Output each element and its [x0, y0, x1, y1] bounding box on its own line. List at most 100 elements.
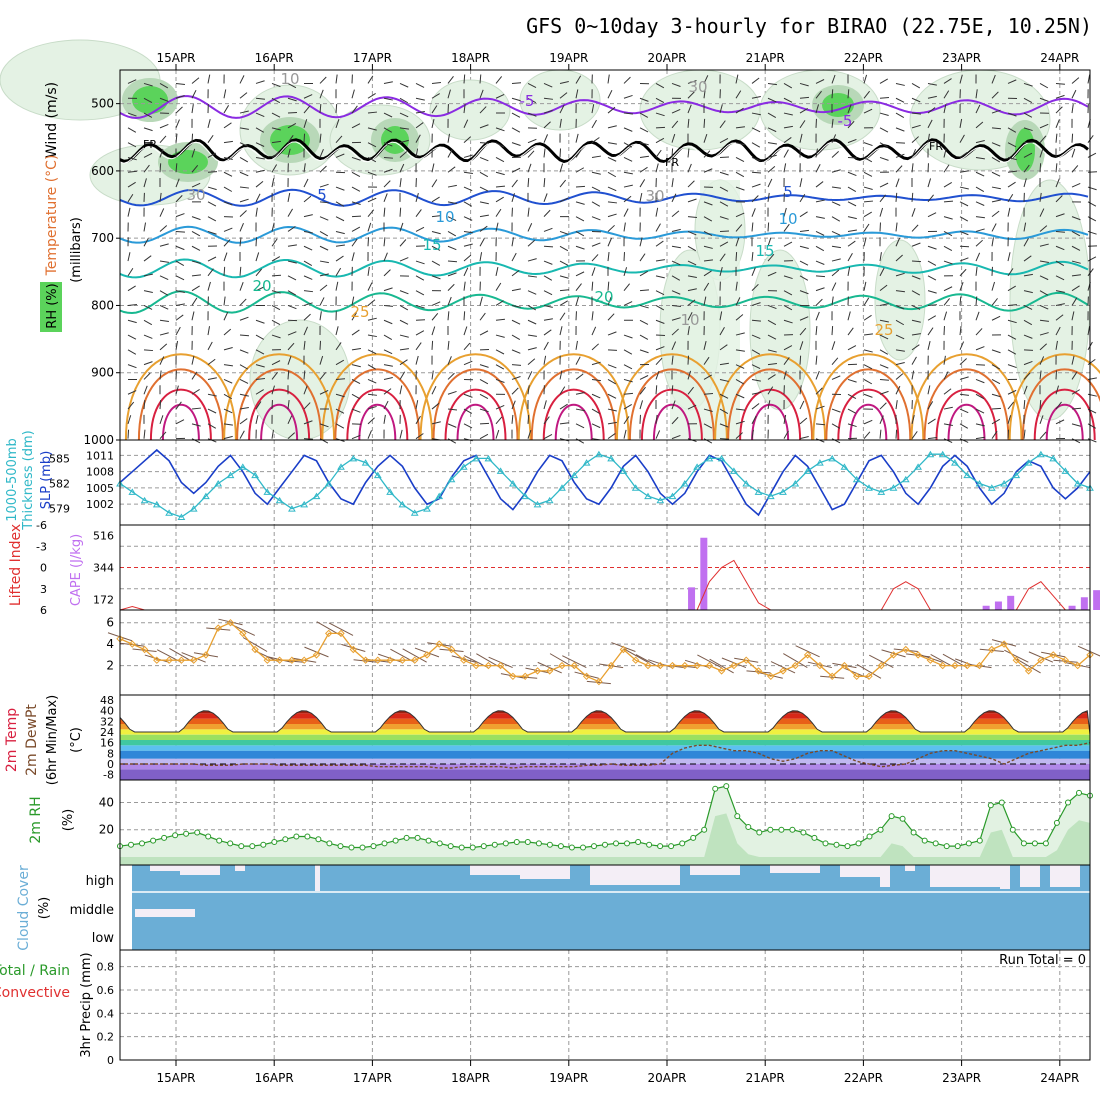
wind-barb — [192, 311, 194, 320]
wind-barb — [304, 276, 312, 280]
wind-barb-10m — [145, 655, 169, 662]
date-label-bottom: 18APR — [451, 1071, 490, 1085]
wind-barb — [144, 430, 145, 439]
wind-barb — [496, 319, 505, 320]
wind-barb — [400, 349, 409, 350]
date-label-top: 19APR — [549, 51, 588, 65]
wind-barb — [688, 181, 694, 187]
wind-barb — [336, 379, 345, 380]
wind-barb — [560, 246, 568, 250]
wind-barb — [864, 379, 872, 383]
wind-barb — [256, 335, 264, 339]
cloud-clear — [1050, 865, 1080, 887]
wind-barb — [640, 290, 649, 291]
wind-barb — [640, 320, 648, 324]
wind-barb — [320, 261, 329, 263]
wind-barb — [1088, 187, 1097, 190]
wind-barb — [496, 430, 499, 439]
wind-barb — [304, 246, 312, 250]
wind-barb — [576, 374, 583, 379]
date-label-bottom: 16APR — [255, 1071, 294, 1085]
wind-barb — [496, 186, 505, 187]
contour-label: 5 — [317, 186, 327, 204]
wind-barb — [448, 185, 457, 187]
wind-barb — [656, 224, 660, 232]
wind-barb — [464, 282, 465, 291]
rh-point — [1010, 827, 1015, 832]
rh-point — [988, 803, 993, 808]
wind-barb — [848, 409, 856, 413]
wind-barb — [480, 394, 488, 398]
cloud-clear — [930, 865, 1000, 887]
wind-barb — [480, 238, 484, 246]
wind-barb — [288, 193, 290, 202]
wind-barb — [224, 187, 232, 191]
wind-barb — [816, 182, 823, 187]
wind-barb — [1072, 90, 1076, 98]
wind-barb — [400, 83, 408, 87]
rh-point — [217, 838, 222, 843]
wind-barb — [464, 244, 473, 246]
cape-bar — [688, 587, 695, 610]
wind-barb — [624, 302, 632, 306]
wind-barb — [960, 187, 969, 189]
wind-barb — [816, 326, 817, 335]
wind-barb — [752, 78, 759, 83]
wind-barb — [480, 202, 489, 204]
rh-point — [757, 830, 762, 835]
date-label-top: 18APR — [451, 51, 490, 65]
wind-barb — [352, 172, 360, 176]
wind-barb — [208, 394, 217, 396]
wind-barb — [864, 212, 872, 217]
wind-barb — [944, 246, 952, 250]
wind-barb — [368, 418, 375, 424]
li-tick-label: -3 — [36, 540, 47, 553]
wind-barb — [864, 237, 866, 246]
contour-label: FR — [929, 140, 943, 153]
wind-barb — [416, 343, 421, 350]
wind-barb — [336, 217, 344, 221]
wind-barb — [224, 141, 233, 142]
wind-barb — [384, 270, 390, 276]
wind-barb — [544, 342, 548, 350]
wind-barb — [1072, 104, 1073, 113]
rh-point — [261, 842, 266, 847]
wind-barb — [464, 311, 465, 320]
temp-band — [120, 751, 1090, 759]
wind-barb — [816, 246, 824, 250]
wind-barb — [192, 104, 193, 113]
panel-border — [120, 440, 1090, 525]
rh-point — [547, 842, 552, 847]
wind-barb — [816, 217, 825, 219]
wind-barb — [608, 143, 617, 144]
contour-label: 15 — [422, 236, 441, 254]
wind-barb — [176, 246, 184, 249]
contour-label: 10 — [778, 210, 797, 228]
wind-barb — [432, 371, 433, 380]
rh-point — [735, 814, 740, 819]
wind-barb — [960, 409, 968, 413]
wind-barb — [848, 230, 857, 231]
wind-barb — [608, 75, 609, 84]
wind-barb — [208, 359, 215, 364]
cloud-clear — [1000, 865, 1010, 889]
wind-barb — [1040, 83, 1048, 87]
wind-barb — [672, 246, 681, 247]
wind-barb — [480, 379, 488, 383]
wind-barb — [896, 362, 905, 364]
wind-barb — [1008, 365, 1017, 368]
wind-barb — [160, 208, 164, 216]
wind-barb — [640, 156, 649, 157]
wind-barb — [944, 217, 953, 219]
temp-axis-label: Temperature (°C) — [44, 155, 60, 277]
cloud-clear — [470, 865, 520, 875]
wind-barb — [832, 187, 841, 188]
wind-barb — [480, 434, 488, 438]
wind-barb — [464, 268, 468, 276]
wind-barb — [240, 282, 243, 290]
wind-barb — [1024, 400, 1025, 409]
wind-barb — [848, 157, 857, 158]
rh-shade — [250, 320, 350, 440]
wind-barb — [496, 335, 505, 337]
wind-barb — [192, 408, 201, 409]
